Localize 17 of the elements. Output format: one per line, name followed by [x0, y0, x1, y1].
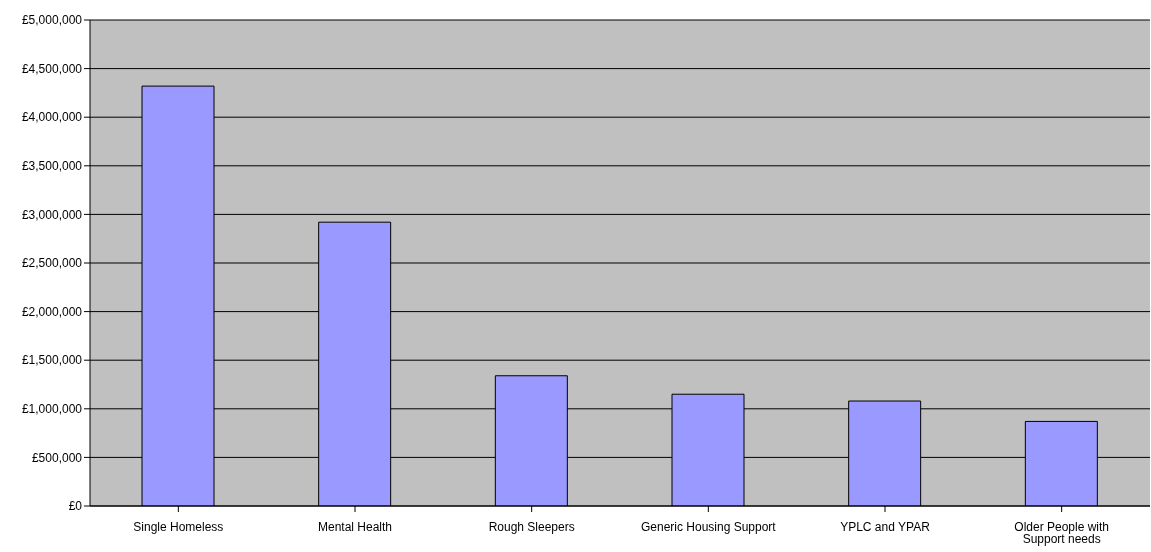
y-tick-label: £3,000,000 — [21, 207, 83, 222]
x-tick-label: YPLC and YPAR — [840, 519, 931, 534]
x-tick-label: Generic Housing Support — [640, 519, 777, 534]
y-tick-label: £4,000,000 — [21, 110, 83, 125]
y-tick-label: £2,000,000 — [21, 304, 83, 319]
x-tick-label: Older People with Support needs — [1014, 519, 1110, 546]
y-tick-label: £5,000,000 — [21, 13, 83, 28]
y-tick-label: £1,500,000 — [21, 353, 83, 368]
y-tick-label: £0 — [68, 499, 83, 514]
y-tick-label: £500,000 — [31, 450, 83, 465]
x-tick-label: Mental Health — [317, 519, 393, 534]
y-tick-label: £1,000,000 — [21, 402, 83, 417]
y-tick-label: £2,500,000 — [21, 256, 83, 271]
x-tick-label: Rough Sleepers — [488, 519, 575, 534]
y-tick-label: £3,500,000 — [21, 159, 83, 174]
x-tick-label: Single Homeless — [133, 519, 224, 534]
y-tick-label: £4,500,000 — [21, 61, 83, 76]
